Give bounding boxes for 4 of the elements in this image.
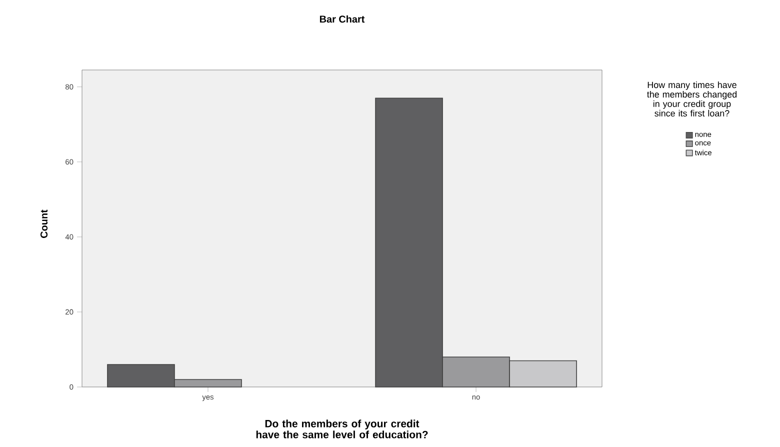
legend-title: How many times have the members changed in your credit group since its first loan? (647, 82, 737, 116)
x-axis-title: Do the members of your credit have the same level of education? (256, 420, 428, 438)
chart-title: Bar Chart (320, 15, 365, 23)
y-axis-title: Count (40, 210, 48, 238)
